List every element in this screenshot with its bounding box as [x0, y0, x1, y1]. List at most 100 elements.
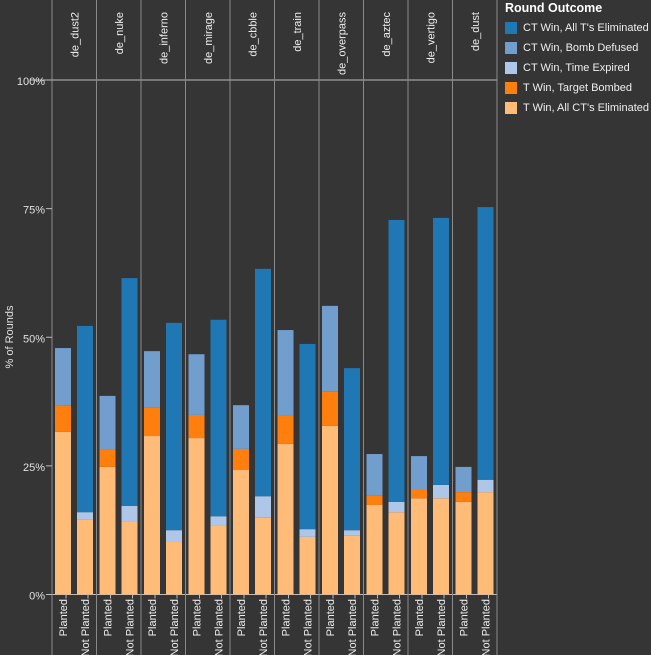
panel-label-de_cbble: de_cbble — [247, 12, 259, 57]
legend-item[interactable]: T Win, All CT's Eliminated — [505, 98, 649, 118]
x-tick-label: Planted — [103, 599, 115, 636]
bar-segment — [277, 443, 294, 595]
x-tick-label: Not Planted — [436, 599, 448, 655]
bar-segment — [55, 431, 71, 595]
bar-segment — [255, 517, 271, 595]
x-tick-label: Planted — [58, 599, 70, 636]
legend-swatch — [505, 22, 517, 34]
x-tick-label: Not Planted — [392, 599, 404, 655]
bar-segment — [144, 436, 160, 595]
legend-label: CT Win, Time Expired — [523, 62, 630, 74]
x-tick-label: Planted — [147, 599, 159, 636]
bar-segment — [299, 529, 316, 537]
panel-label-de_inferno: de_inferno — [158, 12, 170, 64]
bar-segment — [99, 395, 116, 450]
bar-segment — [144, 351, 160, 408]
bar-segment — [255, 496, 271, 518]
bar-segment — [477, 492, 494, 595]
bar-segment — [166, 530, 182, 543]
bar-segment — [99, 466, 116, 595]
x-tick-label: Planted — [459, 599, 471, 636]
bar-segment — [121, 521, 138, 595]
bar-segment — [388, 219, 405, 502]
y-tick-label: 75% — [23, 205, 45, 217]
bar-segment — [188, 354, 205, 415]
bar-segment — [166, 322, 182, 531]
bar-segment — [77, 325, 93, 513]
bar-segment — [299, 536, 316, 595]
x-tick-label: Not Planted — [347, 599, 359, 655]
y-axis-label: % of Rounds — [4, 305, 16, 368]
bar-segment — [366, 454, 383, 496]
bar-segment — [121, 278, 138, 507]
bar-segment — [388, 501, 405, 513]
x-tick-label: Planted — [414, 599, 426, 636]
bar-segment — [366, 504, 383, 595]
bar-segment — [433, 498, 449, 595]
y-tick-label: 50% — [23, 333, 45, 345]
panel-label-de_mirage: de_mirage — [203, 12, 215, 64]
panel-label-de_dust: de_dust — [470, 12, 482, 51]
x-tick-label: Planted — [325, 599, 337, 636]
panel-label-de_aztec: de_aztec — [381, 12, 393, 57]
x-tick-label: Not Planted — [125, 599, 137, 655]
bar-segment — [455, 501, 472, 595]
bar-segment — [233, 469, 249, 595]
legend-swatch — [505, 62, 517, 74]
bar-segment — [99, 449, 116, 467]
panel-label-de_nuke: de_nuke — [114, 12, 126, 54]
bar-segment — [322, 391, 338, 426]
bar-segment — [144, 407, 160, 437]
bar-segment — [233, 405, 249, 449]
x-tick-label: Not Planted — [258, 599, 270, 655]
bar-segment — [188, 438, 205, 595]
x-tick-label: Not Planted — [80, 599, 92, 655]
legend-title: Round Outcome — [505, 1, 603, 15]
panel-label-de_train: de_train — [292, 12, 304, 52]
x-tick-label: Not Planted — [169, 599, 181, 655]
bar-segment — [210, 516, 227, 526]
x-tick-label: Planted — [370, 599, 382, 636]
x-tick-label: Not Planted — [481, 599, 493, 655]
bar-segment — [188, 414, 205, 439]
legend-label: T Win, Target Bombed — [523, 82, 633, 94]
bar-segment — [299, 343, 316, 530]
x-tick-label: Planted — [236, 599, 248, 636]
bar-segment — [55, 405, 71, 432]
legend-label: CT Win, Bomb Defused — [523, 42, 639, 54]
legend-item[interactable]: CT Win, Bomb Defused — [505, 38, 649, 58]
legend-swatch — [505, 82, 517, 94]
bar-segment — [477, 479, 494, 493]
legend-item[interactable]: CT Win, Time Expired — [505, 58, 649, 78]
bar-segment — [166, 542, 182, 595]
legend: Round Outcome CT Win, All T's Eliminated… — [505, 1, 649, 118]
bar-segment — [344, 368, 360, 531]
bar-segment — [77, 512, 93, 520]
bar-segment — [411, 489, 427, 499]
bar-segment — [210, 319, 227, 517]
panel-label-de_vertigo: de_vertigo — [425, 12, 437, 63]
bar-segment — [388, 512, 405, 595]
bar-segment — [277, 415, 294, 444]
x-tick-label: Planted — [281, 599, 293, 636]
x-tick-label: Not Planted — [303, 599, 315, 655]
bar-segment — [277, 330, 294, 416]
legend-swatch — [505, 102, 517, 114]
bar-segment — [121, 506, 138, 522]
panel-label-de_overpass: de_overpass — [336, 12, 348, 75]
legend-item[interactable]: CT Win, All T's Eliminated — [505, 18, 649, 38]
bar-segment — [322, 425, 338, 595]
legend-item[interactable]: T Win, Target Bombed — [505, 78, 649, 98]
bar-segment — [322, 305, 338, 392]
bar-segment — [433, 484, 449, 499]
bar-segment — [477, 207, 494, 480]
bar-segment — [77, 519, 93, 595]
x-tick-label: Planted — [192, 599, 204, 636]
bar-segment — [55, 348, 71, 406]
y-tick-label: 0% — [29, 591, 45, 603]
bar-segment — [433, 217, 449, 485]
bar-segment — [411, 498, 427, 595]
bar-segment — [344, 530, 360, 536]
bar-segment — [233, 448, 249, 470]
